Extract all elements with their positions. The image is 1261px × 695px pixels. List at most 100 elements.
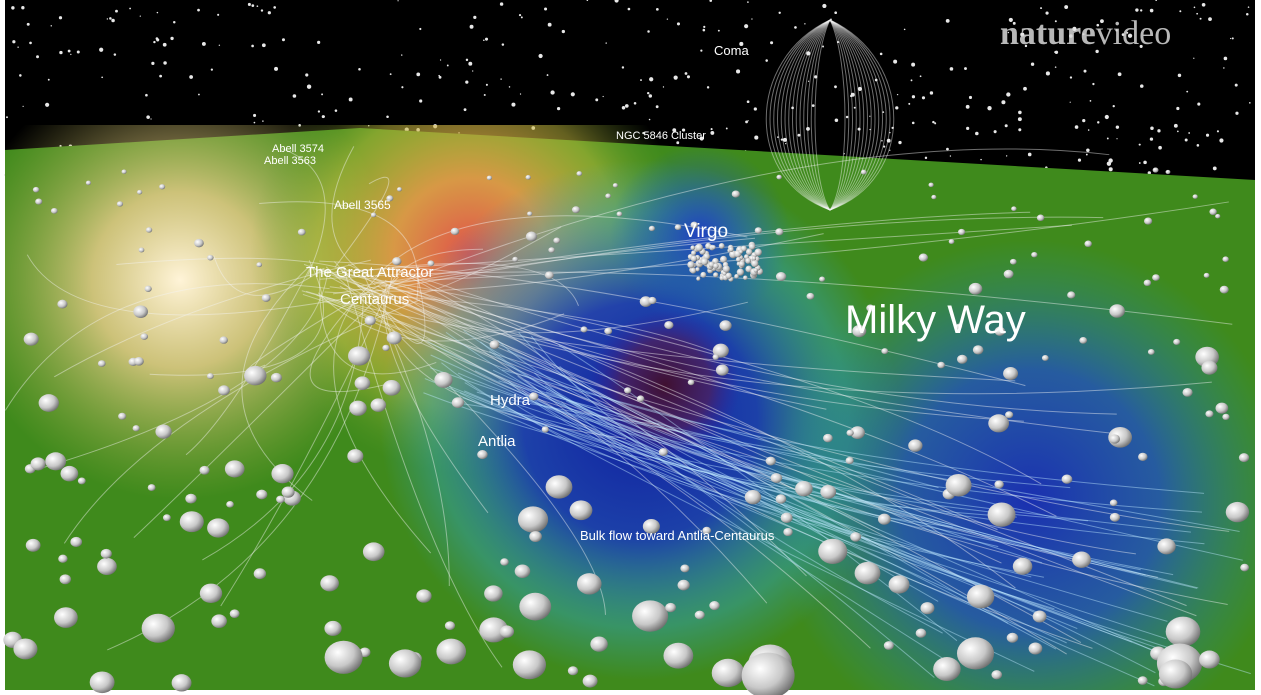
star	[896, 94, 899, 96]
star	[99, 47, 104, 52]
galaxy	[1109, 434, 1121, 444]
galaxy	[553, 237, 561, 244]
star	[501, 43, 505, 46]
galaxy	[738, 260, 745, 268]
galaxy	[349, 400, 367, 416]
flow-line	[559, 365, 1043, 564]
galaxies	[3, 167, 1250, 695]
galaxy	[199, 465, 210, 475]
galaxy	[137, 189, 143, 195]
star	[1054, 50, 1059, 54]
star	[703, 25, 706, 29]
star	[1054, 20, 1057, 23]
star	[111, 18, 115, 23]
star	[1012, 21, 1016, 25]
galaxy	[479, 617, 509, 643]
star	[465, 58, 469, 62]
flow-line	[149, 260, 325, 376]
flow-line	[777, 19, 883, 211]
galaxy	[690, 245, 696, 251]
star	[834, 85, 837, 89]
star	[633, 101, 637, 105]
star	[908, 102, 911, 105]
star	[419, 27, 422, 31]
galaxy	[711, 658, 745, 688]
galaxy	[744, 489, 762, 505]
star	[386, 115, 389, 119]
flow-line	[317, 292, 565, 342]
star	[518, 14, 522, 17]
label: Milky Way	[845, 298, 1026, 342]
galaxy	[489, 340, 500, 349]
star	[29, 41, 32, 45]
galaxy	[194, 238, 204, 248]
star	[640, 79, 642, 81]
star	[662, 86, 665, 88]
galaxy	[1158, 659, 1193, 689]
star	[673, 75, 678, 80]
star	[806, 51, 811, 56]
star	[519, 93, 522, 95]
galaxy	[823, 433, 833, 443]
flow-line	[301, 290, 1016, 382]
flow-line	[220, 296, 386, 607]
star	[401, 86, 404, 89]
star	[736, 69, 741, 74]
galaxy	[1032, 610, 1047, 623]
flow-line	[63, 299, 421, 544]
star	[115, 9, 118, 13]
star	[1069, 34, 1073, 38]
flow-line	[463, 390, 1141, 571]
galaxy	[270, 372, 282, 383]
galaxy	[382, 379, 401, 396]
flow-line	[427, 340, 1174, 576]
galaxy	[59, 574, 72, 585]
flow-line	[407, 286, 1024, 422]
star	[745, 120, 748, 124]
galaxy	[854, 561, 881, 585]
galaxy	[155, 424, 172, 439]
star	[70, 53, 72, 56]
galaxy	[281, 486, 295, 498]
galaxy	[206, 373, 214, 380]
star	[778, 11, 781, 14]
galaxy	[89, 671, 115, 694]
star	[19, 74, 22, 77]
star	[334, 109, 338, 112]
galaxy	[1144, 217, 1153, 225]
flow-line	[463, 329, 1205, 494]
flow-line	[357, 211, 1031, 287]
flow-line	[457, 372, 1202, 513]
star	[1018, 110, 1022, 115]
flow-line	[784, 19, 876, 211]
logo-bold: nature	[1000, 15, 1096, 52]
galaxy	[988, 414, 1010, 433]
star	[964, 67, 967, 71]
galaxy	[1222, 413, 1230, 421]
galaxy	[928, 182, 934, 188]
galaxy	[486, 175, 493, 181]
flow-line	[530, 335, 943, 634]
star	[1121, 33, 1125, 37]
star	[306, 84, 312, 89]
star	[170, 36, 174, 41]
galaxy	[696, 276, 701, 281]
star	[1186, 90, 1189, 93]
flow-line	[54, 259, 371, 378]
galaxy	[665, 602, 677, 613]
star	[198, 93, 200, 96]
flow-line	[558, 344, 958, 642]
galaxy	[477, 450, 488, 460]
galaxy	[972, 345, 984, 355]
star	[274, 66, 279, 71]
star	[419, 99, 423, 103]
star	[145, 93, 148, 97]
star	[473, 15, 477, 19]
flow-line	[116, 257, 376, 286]
flow-line	[377, 285, 768, 604]
galaxy	[866, 304, 875, 312]
star	[305, 73, 309, 77]
galaxy	[571, 206, 580, 214]
star	[36, 55, 39, 59]
star	[438, 75, 442, 79]
